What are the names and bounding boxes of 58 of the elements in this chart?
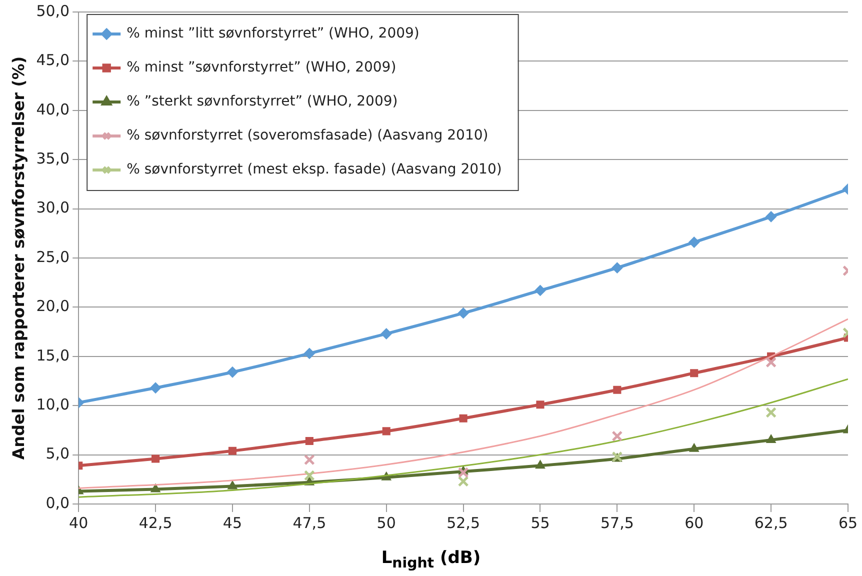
legend-label: % søvnforstyrret (soveromsfasade) (Aasvang 2010)	[126, 128, 488, 144]
x-tick-label: 62,5	[754, 514, 788, 532]
point	[766, 356, 777, 368]
point	[458, 476, 469, 487]
y-tick-label: 20,0	[36, 297, 70, 316]
point	[766, 406, 777, 418]
x-tick-label: 55	[530, 514, 550, 532]
point	[150, 484, 160, 492]
y-tick-label: 40,0	[36, 100, 70, 118]
x-tick-label: 52,5	[446, 514, 480, 532]
point	[612, 430, 623, 442]
point	[459, 414, 468, 422]
x-tick-label: 60	[684, 514, 704, 532]
point	[305, 436, 314, 446]
x-tick-label: 40	[69, 514, 88, 532]
y-tick-label: 15,0	[36, 346, 70, 364]
legend-label: % minst ”søvnforstyrret” (WHO, 2009)	[126, 60, 396, 76]
point	[766, 434, 776, 444]
x-tick-label: 65	[838, 514, 858, 532]
y-tick-label: 25,0	[36, 248, 70, 266]
point	[689, 443, 699, 452]
x-tick-label: 42,5	[138, 514, 172, 532]
point	[766, 211, 777, 222]
legend-label: % ”sterkt søvnforstyrret” (WHO, 2009)	[126, 94, 398, 110]
legend-label: % søvnforstyrret (mest eksp. fasade) (Aasvang 2010)	[126, 162, 502, 178]
point	[613, 386, 622, 394]
point	[304, 470, 315, 481]
y-axis-title: Andel som rapporterer søvnforstyrrelser (%)	[8, 56, 28, 460]
point	[458, 467, 469, 478]
x-tick-label: 57,5	[600, 514, 634, 532]
point	[304, 454, 315, 466]
y-tick-label: 30,0	[36, 198, 70, 217]
point	[536, 400, 544, 409]
x-tick-label: 50	[376, 514, 396, 532]
x-tick-label: 47,5	[292, 514, 326, 532]
point	[380, 328, 392, 340]
point	[688, 236, 700, 248]
point	[458, 308, 469, 319]
x-axis-title: L$_{night}$ (dB)	[380, 548, 482, 572]
point	[228, 446, 237, 455]
point	[304, 348, 315, 359]
point	[690, 369, 698, 378]
point	[382, 427, 390, 436]
point	[152, 454, 160, 463]
point	[612, 262, 623, 274]
y-tick-label: 10,0	[36, 395, 70, 414]
y-tick-label: 35,0	[36, 149, 70, 168]
point	[534, 284, 546, 296]
point	[150, 382, 162, 394]
y-tick-label: 5,0	[46, 444, 70, 463]
point	[535, 460, 546, 469]
legend-label: % minst ”litt søvnforstyrret” (WHO, 2009)	[126, 26, 420, 42]
point	[226, 366, 238, 378]
y-tick-label: 50,0	[36, 2, 70, 20]
y-tick-label: 0,0	[46, 494, 70, 512]
x-tick-label: 45	[222, 514, 242, 532]
point	[228, 480, 238, 490]
y-tick-label: 45,0	[36, 51, 70, 70]
